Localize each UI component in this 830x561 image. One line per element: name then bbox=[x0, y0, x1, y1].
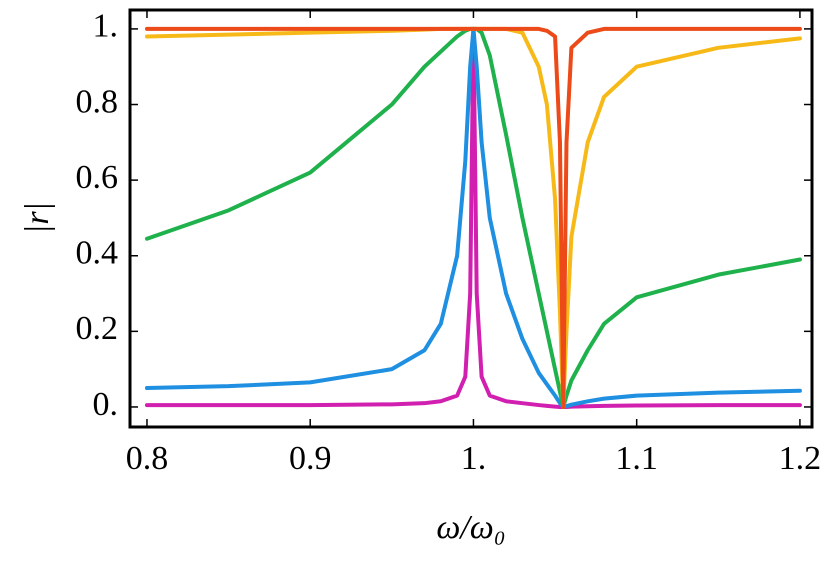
y-tick-label: 0.2 bbox=[76, 310, 119, 347]
plot-area bbox=[144, 26, 802, 409]
x-tick-label: 1.2 bbox=[779, 440, 822, 477]
x-tick-label: 0.8 bbox=[126, 440, 169, 477]
y-tick-label: 0. bbox=[93, 386, 119, 423]
x-tick-label: 1. bbox=[461, 440, 487, 477]
y-tick-label: 0.6 bbox=[76, 159, 119, 196]
series-line bbox=[144, 26, 802, 409]
series-line bbox=[144, 26, 802, 409]
y-tick-label: 1. bbox=[93, 8, 119, 45]
y-tick-label: 0.4 bbox=[76, 235, 119, 272]
plot-frame bbox=[128, 8, 814, 429]
x-tick-label: 0.9 bbox=[289, 440, 332, 477]
series-line bbox=[144, 26, 802, 409]
x-tick-label: 1.1 bbox=[615, 440, 658, 477]
y-tick-label: 0.8 bbox=[76, 83, 119, 120]
series-line bbox=[144, 26, 802, 409]
x-axis-label: ω/ω₀ bbox=[436, 509, 505, 546]
y-axis-label: |r| bbox=[19, 202, 56, 234]
